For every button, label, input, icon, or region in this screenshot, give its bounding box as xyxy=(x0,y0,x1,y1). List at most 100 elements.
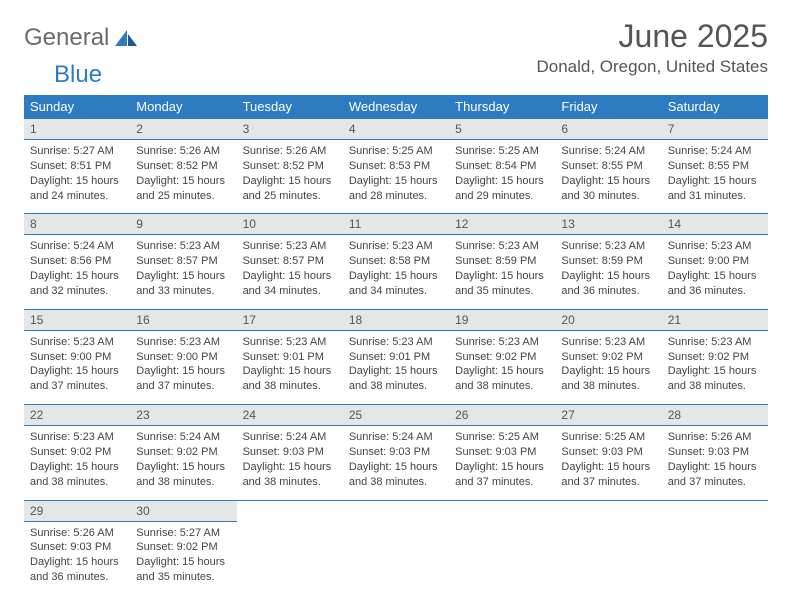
daylight-text: Daylight: 15 hours xyxy=(668,269,762,284)
daylight-text: and 29 minutes. xyxy=(455,189,549,204)
day-cell: Sunrise: 5:23 AMSunset: 8:57 PMDaylight:… xyxy=(237,235,343,309)
sunrise-text: Sunrise: 5:23 AM xyxy=(455,239,549,254)
day-number: 24 xyxy=(237,405,343,426)
daylight-text: and 30 minutes. xyxy=(561,189,655,204)
sunrise-text: Sunrise: 5:23 AM xyxy=(30,430,124,445)
day-data-row: Sunrise: 5:24 AMSunset: 8:56 PMDaylight:… xyxy=(24,235,768,309)
daylight-text: and 34 minutes. xyxy=(349,284,443,299)
daylight-text: Daylight: 15 hours xyxy=(243,364,337,379)
month-title: June 2025 xyxy=(536,18,768,55)
day-cell: Sunrise: 5:26 AMSunset: 9:03 PMDaylight:… xyxy=(662,426,768,500)
sunset-text: Sunset: 9:03 PM xyxy=(30,540,124,555)
day-header: Friday xyxy=(555,95,661,119)
day-number: 5 xyxy=(449,119,555,140)
sunset-text: Sunset: 9:02 PM xyxy=(668,350,762,365)
daylight-text: Daylight: 15 hours xyxy=(349,460,443,475)
daylight-text: Daylight: 15 hours xyxy=(455,460,549,475)
daylight-text: Daylight: 15 hours xyxy=(561,269,655,284)
day-cell: Sunrise: 5:24 AMSunset: 9:02 PMDaylight:… xyxy=(130,426,236,500)
sunrise-text: Sunrise: 5:24 AM xyxy=(30,239,124,254)
sunset-text: Sunset: 8:51 PM xyxy=(30,159,124,174)
sunset-text: Sunset: 9:02 PM xyxy=(455,350,549,365)
daylight-text: Daylight: 15 hours xyxy=(668,364,762,379)
sunrise-text: Sunrise: 5:24 AM xyxy=(349,430,443,445)
daylight-text: Daylight: 15 hours xyxy=(349,174,443,189)
sunrise-text: Sunrise: 5:23 AM xyxy=(668,335,762,350)
daylight-text: and 38 minutes. xyxy=(561,379,655,394)
day-cell xyxy=(343,521,449,595)
day-data-row: Sunrise: 5:26 AMSunset: 9:03 PMDaylight:… xyxy=(24,521,768,595)
daylight-text: Daylight: 15 hours xyxy=(30,269,124,284)
daylight-text: Daylight: 15 hours xyxy=(30,364,124,379)
day-cell: Sunrise: 5:23 AMSunset: 9:01 PMDaylight:… xyxy=(343,330,449,404)
day-cell: Sunrise: 5:26 AMSunset: 8:52 PMDaylight:… xyxy=(130,140,236,214)
sunset-text: Sunset: 8:56 PM xyxy=(30,254,124,269)
day-number: 14 xyxy=(662,214,768,235)
day-number-row: 2930 xyxy=(24,500,768,521)
day-number: 12 xyxy=(449,214,555,235)
day-number: 1 xyxy=(24,119,130,140)
daylight-text: and 38 minutes. xyxy=(136,475,230,490)
day-cell: Sunrise: 5:23 AMSunset: 9:02 PMDaylight:… xyxy=(662,330,768,404)
daylight-text: Daylight: 15 hours xyxy=(243,269,337,284)
day-number: 19 xyxy=(449,309,555,330)
sunrise-text: Sunrise: 5:27 AM xyxy=(30,144,124,159)
day-number: 10 xyxy=(237,214,343,235)
daylight-text: and 37 minutes. xyxy=(668,475,762,490)
day-cell: Sunrise: 5:26 AMSunset: 8:52 PMDaylight:… xyxy=(237,140,343,214)
day-number: 9 xyxy=(130,214,236,235)
daylight-text: and 38 minutes. xyxy=(455,379,549,394)
day-cell: Sunrise: 5:23 AMSunset: 9:00 PMDaylight:… xyxy=(130,330,236,404)
day-number: 22 xyxy=(24,405,130,426)
day-number-row: 15161718192021 xyxy=(24,309,768,330)
daylight-text: and 38 minutes. xyxy=(349,379,443,394)
daylight-text: Daylight: 15 hours xyxy=(455,269,549,284)
daylight-text: Daylight: 15 hours xyxy=(561,174,655,189)
daylight-text: and 31 minutes. xyxy=(668,189,762,204)
day-number: 6 xyxy=(555,119,661,140)
day-number: 3 xyxy=(237,119,343,140)
sunset-text: Sunset: 9:03 PM xyxy=(349,445,443,460)
sunset-text: Sunset: 9:02 PM xyxy=(136,445,230,460)
daylight-text: and 38 minutes. xyxy=(668,379,762,394)
sunrise-text: Sunrise: 5:24 AM xyxy=(243,430,337,445)
sunrise-text: Sunrise: 5:23 AM xyxy=(136,335,230,350)
day-number: 20 xyxy=(555,309,661,330)
sunset-text: Sunset: 9:03 PM xyxy=(455,445,549,460)
day-number: 16 xyxy=(130,309,236,330)
sunset-text: Sunset: 8:59 PM xyxy=(561,254,655,269)
daylight-text: Daylight: 15 hours xyxy=(136,364,230,379)
sunrise-text: Sunrise: 5:23 AM xyxy=(455,335,549,350)
daylight-text: Daylight: 15 hours xyxy=(668,174,762,189)
daylight-text: Daylight: 15 hours xyxy=(455,174,549,189)
daylight-text: and 37 minutes. xyxy=(561,475,655,490)
sunrise-text: Sunrise: 5:23 AM xyxy=(136,239,230,254)
daylight-text: and 38 minutes. xyxy=(243,475,337,490)
daylight-text: Daylight: 15 hours xyxy=(30,460,124,475)
day-data-row: Sunrise: 5:27 AMSunset: 8:51 PM Daylight:… xyxy=(24,140,768,214)
logo-word2: Blue xyxy=(54,61,102,89)
day-number: 15 xyxy=(24,309,130,330)
sunrise-text: Sunrise: 5:23 AM xyxy=(349,335,443,350)
day-cell: Sunrise: 5:23 AMSunset: 9:00 PMDaylight:… xyxy=(24,330,130,404)
day-header: Saturday xyxy=(662,95,768,119)
daylight-text: Daylight: 15 hours xyxy=(561,460,655,475)
day-number xyxy=(449,500,555,521)
day-number xyxy=(237,500,343,521)
day-number-row: 1234567 xyxy=(24,119,768,140)
day-number: 11 xyxy=(343,214,449,235)
day-number: 4 xyxy=(343,119,449,140)
daylight-text: and 34 minutes. xyxy=(243,284,337,299)
sunset-text: Sunset: 8:57 PM xyxy=(243,254,337,269)
day-cell: Sunrise: 5:24 AMSunset: 9:03 PMDaylight:… xyxy=(237,426,343,500)
sunset-text: Sunset: 9:01 PM xyxy=(243,350,337,365)
sunrise-text: Sunrise: 5:25 AM xyxy=(561,430,655,445)
day-number: 18 xyxy=(343,309,449,330)
daylight-text: and 35 minutes. xyxy=(455,284,549,299)
daylight-text: Daylight: 15 hours xyxy=(455,364,549,379)
day-header: Monday xyxy=(130,95,236,119)
sunset-text: Sunset: 8:52 PM xyxy=(136,159,230,174)
day-number: 25 xyxy=(343,405,449,426)
daylight-text: and 33 minutes. xyxy=(136,284,230,299)
day-number xyxy=(662,500,768,521)
